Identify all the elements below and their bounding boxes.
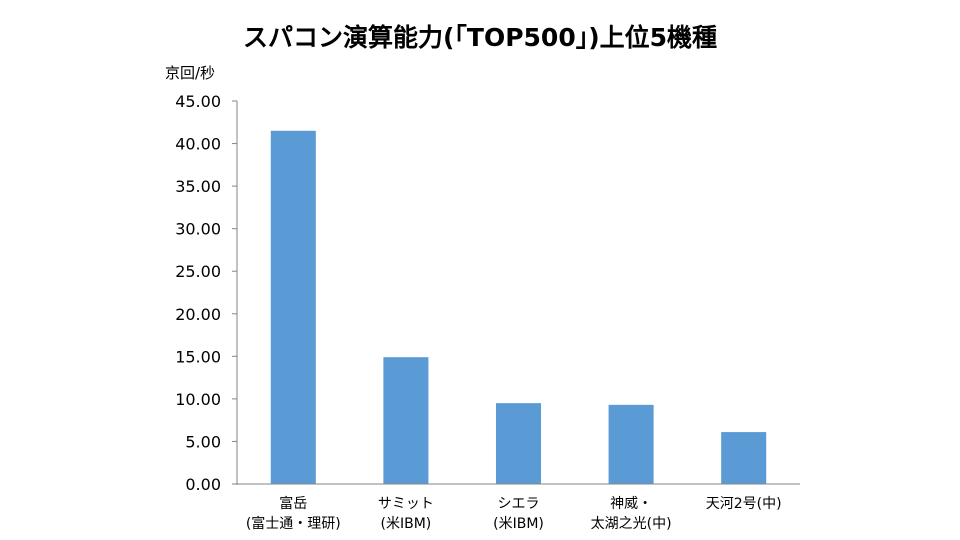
y-tick-label: 20.00 [175, 305, 221, 324]
x-category-label: 太湖之光(中) [591, 516, 672, 532]
bar [383, 357, 429, 484]
x-category-label: (米IBM) [381, 516, 432, 532]
x-category-label: 神威・ [610, 496, 652, 512]
bar [608, 404, 654, 484]
bars [270, 130, 767, 485]
y-axis-ticks: 0.00 5.00 10.00 15.00 20.00 25.00 30.00 35.00 40… [175, 92, 237, 494]
chart-title: スパコン演算能力(「TOP500」)上位5機種 [242, 23, 718, 52]
y-tick-label: 30.00 [175, 220, 221, 239]
y-tick-label: 35.00 [175, 177, 221, 196]
x-category-label: シエラ [498, 496, 540, 512]
x-category-label: 富岳 [279, 495, 307, 512]
y-tick-label: 40.00 [175, 135, 221, 154]
y-axis-unit-label: 京回/秒 [165, 64, 215, 82]
y-tick-label: 15.00 [175, 347, 221, 366]
x-category-label: サミット [378, 496, 434, 512]
bar [495, 403, 542, 484]
y-tick-label: 45.00 [175, 92, 221, 111]
category-labels: 富岳 (富士通・理研) サミット (米IBM) シエラ (米IBM) 神威・太湖之光(中) 天… [246, 495, 782, 532]
bar [721, 432, 767, 484]
x-category-label: (富士通・理研) [246, 515, 341, 532]
y-tick-label: 0.00 [185, 475, 221, 494]
x-category-label: 天河2号(中) [706, 496, 782, 512]
y-tick-label: 5.00 [185, 432, 221, 451]
bar [270, 130, 316, 485]
y-tick-label: 10.00 [175, 390, 221, 409]
y-tick-label: 25.00 [175, 262, 221, 281]
x-category-label: (米IBM) [493, 516, 544, 532]
